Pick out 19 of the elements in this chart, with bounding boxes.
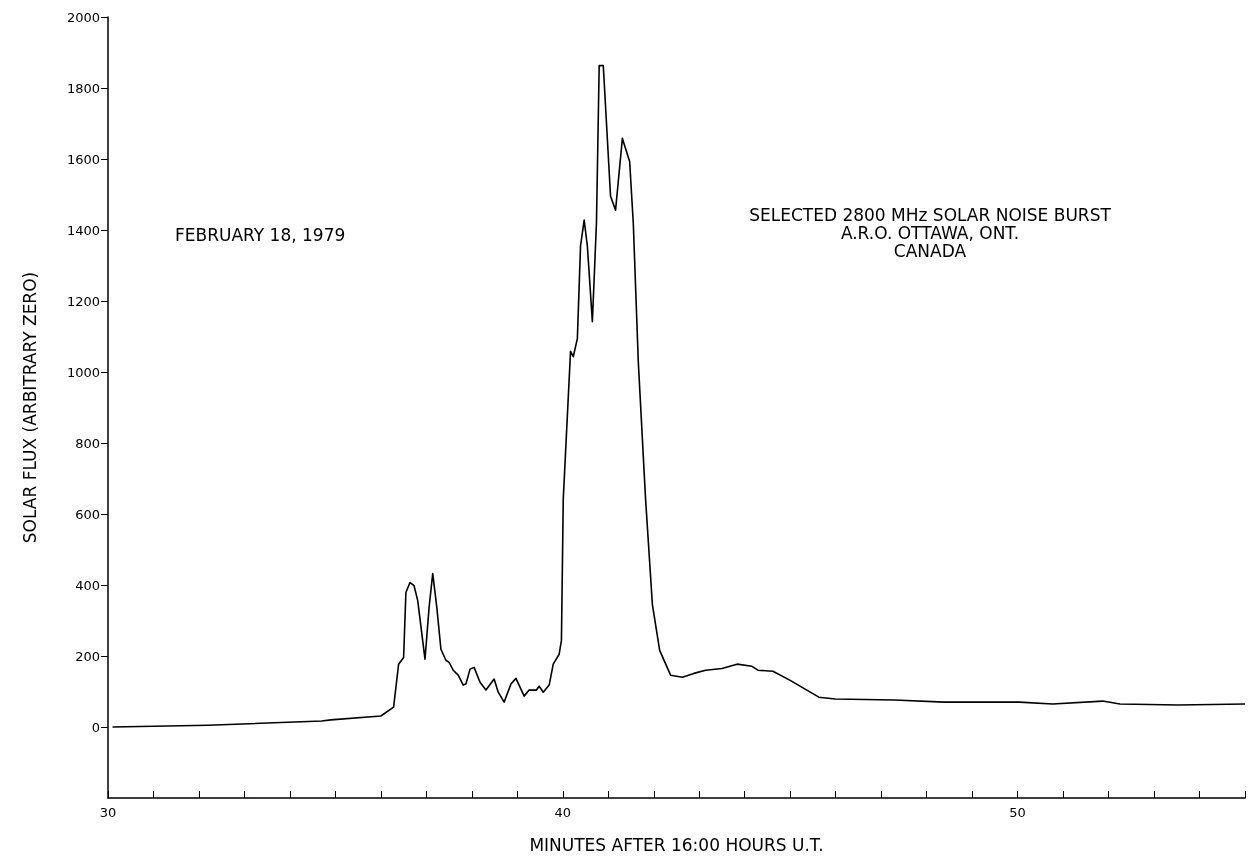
y-tick-label: 1000 bbox=[66, 364, 100, 380]
x-tick-label: 30 bbox=[99, 805, 117, 820]
y-tick-label: 600 bbox=[75, 506, 100, 522]
y-axis-title: SOLAR FLUX (ARBITRARY ZERO) bbox=[19, 271, 40, 544]
y-tick-label: 400 bbox=[75, 577, 100, 593]
y-tick-label: 800 bbox=[75, 435, 100, 451]
y-tick-label: 200 bbox=[75, 648, 100, 664]
annotation: SELECTED 2800 MHz SOLAR NOISE BURST A.R.O. OTTAWA, ONT. CANADA bbox=[749, 205, 1112, 261]
x-tick-label: 40 bbox=[554, 805, 572, 820]
x-axis-title: MINUTES AFTER 16:00 HOURS U.T. bbox=[529, 834, 824, 855]
y-tick-label: 1600 bbox=[66, 151, 100, 167]
line-series bbox=[111, 64, 1246, 728]
y-tick-label: 1200 bbox=[66, 293, 100, 309]
y-tick-label: 1800 bbox=[66, 80, 100, 96]
y-tick-label: 0 bbox=[91, 719, 100, 735]
annotation: FEBRUARY 18, 1979 bbox=[175, 225, 346, 245]
x-tick-label: 50 bbox=[1009, 805, 1026, 820]
y-tick-label: 2000 bbox=[66, 9, 100, 25]
y-tick-label: 1400 bbox=[66, 222, 100, 238]
